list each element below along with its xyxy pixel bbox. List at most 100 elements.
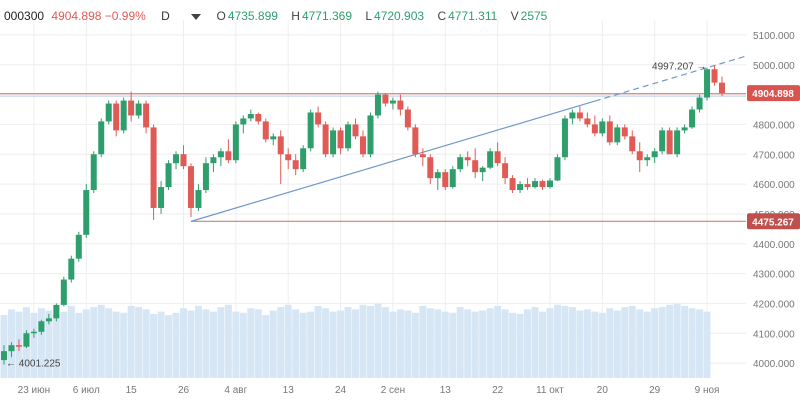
volume-bar [180, 308, 187, 378]
candle [644, 157, 651, 161]
x-tick-label: 13 [440, 385, 452, 396]
volume-label: V [510, 9, 519, 23]
volume-bar [613, 310, 621, 378]
interval-label[interactable]: D [161, 9, 170, 23]
volume-bar [135, 307, 143, 378]
volume-bar [441, 311, 449, 378]
x-tick-label: 2 сен [381, 385, 405, 396]
candle [382, 94, 389, 104]
x-tick-label: 24 [335, 385, 347, 396]
chevron-down-icon[interactable] [191, 13, 202, 20]
candle [524, 184, 531, 188]
volume-bar [561, 305, 569, 378]
candle [532, 181, 539, 188]
candle [494, 151, 501, 164]
candle [98, 121, 105, 155]
volume-bar [157, 311, 165, 378]
candle [315, 112, 322, 125]
candle [374, 94, 381, 116]
candle [404, 109, 411, 128]
trendline-extension [594, 55, 747, 102]
candle [232, 124, 239, 161]
candle [554, 157, 561, 181]
symbol-label[interactable]: 000300 [4, 9, 45, 23]
low-label: L [365, 9, 373, 23]
volume-bar [456, 307, 464, 378]
volume-bar [651, 308, 659, 378]
candle [187, 166, 194, 208]
candle [277, 136, 284, 155]
volume-bar [404, 310, 412, 378]
candle [158, 187, 165, 208]
candle [584, 118, 591, 125]
volume-bar [516, 313, 524, 378]
candle [606, 121, 613, 143]
candle [255, 113, 262, 122]
candle [128, 100, 135, 116]
volume-bar [389, 311, 397, 378]
candle [509, 178, 516, 191]
x-tick-label: 22 [492, 385, 504, 396]
volume-bar [299, 312, 307, 378]
candle [696, 97, 703, 110]
volume-bar [90, 307, 98, 378]
volume-bar [509, 312, 517, 378]
volume-bar [449, 312, 457, 378]
candle [90, 154, 97, 191]
volume-bar [539, 311, 546, 378]
candle [591, 124, 598, 134]
candle [539, 181, 546, 188]
candle [30, 331, 37, 334]
volume-bar [269, 310, 277, 378]
volume-bar [150, 313, 158, 378]
current-price-badge: 4904.898 [752, 89, 794, 100]
last-price-change: 4904.898 −0.99% [51, 9, 146, 23]
candle [202, 163, 209, 191]
volume-bar [471, 311, 479, 378]
candle [337, 130, 344, 149]
volume-bar [524, 309, 532, 378]
candle [23, 333, 30, 347]
candle [389, 100, 396, 104]
high-label: H [291, 9, 300, 23]
volume-bar [112, 311, 120, 378]
candle [719, 82, 725, 94]
candle [636, 151, 643, 161]
candle [8, 345, 15, 352]
candle [599, 121, 606, 134]
candle [487, 151, 494, 168]
volume-bar [277, 307, 285, 378]
volume-bar [688, 308, 696, 378]
candle [681, 127, 688, 131]
candle [38, 321, 45, 332]
candle [53, 304, 60, 319]
y-tick-label: 4300.000 [753, 270, 795, 281]
volume-bar [142, 309, 150, 378]
candle [292, 160, 299, 170]
candle [367, 115, 374, 155]
candle [210, 157, 217, 164]
volume-bar [60, 311, 68, 378]
open-value: 4735.899 [227, 9, 278, 23]
volume-bar [464, 309, 472, 378]
candle [45, 318, 52, 322]
volume-bar [479, 310, 487, 378]
volume-bar [254, 309, 262, 378]
y-tick-label: 4100.000 [753, 329, 795, 340]
volume-bar [531, 307, 539, 378]
volume-bar [37, 308, 45, 378]
volume-bar [434, 309, 442, 378]
volume-bar [628, 305, 636, 378]
candle [412, 127, 419, 155]
volume-bar [591, 311, 599, 378]
open-label: O [216, 9, 226, 23]
candle [300, 148, 307, 170]
x-tick-label: 6 июл [73, 385, 100, 396]
y-tick-label: 4800.000 [753, 120, 795, 131]
volume-bar [576, 310, 584, 378]
volume-bar [187, 310, 195, 378]
volume-bar [224, 304, 232, 378]
candle [442, 172, 449, 188]
candle [704, 69, 711, 98]
